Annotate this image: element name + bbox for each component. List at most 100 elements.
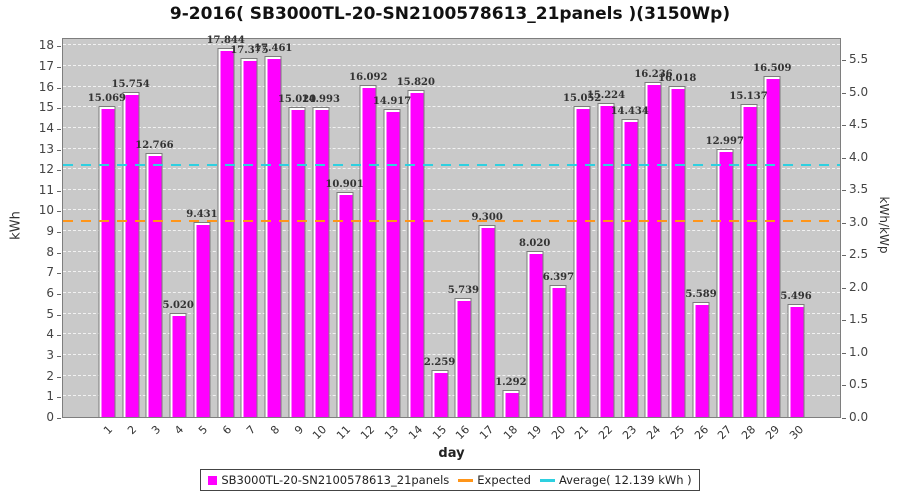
bar bbox=[98, 105, 116, 417]
x-tick-label: 18 bbox=[501, 423, 521, 443]
right-tick-mark bbox=[842, 157, 846, 159]
bar-slot: 15.137 bbox=[729, 39, 768, 417]
bar-slot: 9.431 bbox=[186, 39, 218, 417]
bar-value-label: 1.292 bbox=[495, 377, 527, 389]
left-tick-mark bbox=[57, 211, 61, 213]
bar bbox=[478, 224, 496, 417]
x-tick-label: 30 bbox=[787, 423, 807, 443]
left-tick-label: 6 bbox=[46, 286, 54, 301]
right-tick-label: 5.5 bbox=[849, 52, 869, 67]
grid-line bbox=[63, 64, 840, 66]
x-tick-label: 17 bbox=[477, 423, 497, 443]
left-tick-label: 14 bbox=[38, 120, 54, 135]
left-tick-mark bbox=[57, 232, 61, 234]
bar bbox=[549, 284, 567, 417]
grid-line bbox=[63, 292, 840, 294]
bar-slot: 15.052 bbox=[563, 39, 601, 417]
x-tick-label: 19 bbox=[524, 423, 545, 443]
x-tick-label: 28 bbox=[739, 423, 759, 443]
bar bbox=[193, 222, 211, 417]
right-axis-title: kWh/kWp bbox=[877, 196, 891, 254]
bar-slot: 15.754 bbox=[112, 39, 150, 417]
left-tick-mark bbox=[57, 66, 61, 68]
left-tick-mark bbox=[57, 128, 61, 130]
bar bbox=[240, 58, 258, 417]
grid-line bbox=[63, 126, 840, 128]
left-tick-mark bbox=[57, 87, 61, 89]
bar-slot: 5.739 bbox=[448, 39, 479, 417]
left-axis-title: kWh bbox=[8, 211, 24, 240]
chart-title: 9-2016( SB3000TL-20-SN2100578613_21panel… bbox=[169, 4, 731, 24]
right-tick-label: 3.5 bbox=[849, 182, 869, 197]
bar-slot: 14.993 bbox=[302, 39, 340, 417]
bar-value-label: 17.375 bbox=[230, 45, 269, 57]
bar bbox=[787, 303, 805, 417]
bar-slot: 5.020 bbox=[163, 39, 194, 417]
bar-slot: 1.292 bbox=[495, 39, 527, 417]
bar-slot: 2.259 bbox=[424, 39, 455, 417]
bar-value-label: 15.820 bbox=[396, 77, 435, 89]
x-tick-label: 27 bbox=[715, 423, 735, 443]
x-tick-label: 24 bbox=[644, 423, 664, 443]
bar-slot: 8.020 bbox=[519, 39, 550, 417]
x-axis-title: day bbox=[438, 446, 465, 461]
left-tick-label: 8 bbox=[46, 244, 54, 259]
legend-item-expected: Expected bbox=[458, 473, 531, 487]
left-tick-label: 13 bbox=[38, 141, 54, 156]
bar-slot: 12.997 bbox=[706, 39, 744, 417]
bar-value-label: 15.069 bbox=[87, 92, 127, 104]
grid-line bbox=[63, 147, 840, 149]
right-tick-label: 2.5 bbox=[849, 247, 869, 262]
left-tick-mark bbox=[57, 397, 61, 399]
bar-slot: 16.509 bbox=[753, 39, 791, 417]
series-swatch-icon bbox=[208, 475, 218, 485]
right-tick-mark bbox=[842, 320, 846, 322]
grid-line bbox=[63, 106, 840, 108]
x-tick-label: 16 bbox=[453, 423, 473, 443]
expected-line bbox=[63, 219, 840, 222]
grid-line bbox=[63, 209, 840, 211]
bar bbox=[502, 390, 520, 417]
x-tick-label: 20 bbox=[548, 423, 568, 443]
right-tick-mark bbox=[842, 287, 846, 289]
bar-value-label: 12.997 bbox=[705, 135, 744, 147]
bar bbox=[740, 104, 758, 417]
right-tick-mark bbox=[842, 352, 846, 354]
left-tick-mark bbox=[57, 356, 61, 358]
bar-slot: 5.496 bbox=[780, 39, 812, 417]
average-line bbox=[63, 164, 840, 167]
x-tick-label: 13 bbox=[381, 423, 402, 443]
bar bbox=[288, 106, 306, 417]
grid-line bbox=[63, 271, 840, 273]
bar-value-label: 16.018 bbox=[658, 73, 697, 85]
expected-dash-icon bbox=[458, 478, 474, 482]
left-tick-label: 16 bbox=[38, 79, 54, 94]
left-tick-mark bbox=[57, 273, 61, 275]
x-tick-label: 11 bbox=[334, 423, 354, 443]
left-tick-label: 2 bbox=[46, 368, 54, 383]
right-tick-label: 0.5 bbox=[849, 377, 869, 392]
left-tick-mark bbox=[57, 376, 61, 378]
x-tick-label: 8 bbox=[267, 423, 282, 438]
bar bbox=[122, 91, 140, 417]
bar bbox=[359, 84, 377, 417]
x-tick-label: 21 bbox=[572, 423, 592, 443]
left-tick-label: 5 bbox=[46, 306, 54, 321]
grid-line bbox=[63, 188, 840, 190]
legend: SB3000TL-20-SN2100578613_21panels Expect… bbox=[0, 469, 900, 491]
bar-value-label: 5.589 bbox=[685, 288, 717, 300]
left-tick-mark bbox=[57, 294, 61, 296]
bar bbox=[644, 81, 662, 417]
x-tick-label: 29 bbox=[763, 423, 783, 443]
grid-line bbox=[63, 250, 840, 252]
grid-line bbox=[63, 44, 840, 46]
bar-slot: 17.844 bbox=[207, 35, 245, 417]
left-tick-mark bbox=[57, 335, 61, 337]
left-tick-mark bbox=[57, 108, 61, 110]
legend-series-label: SB3000TL-20-SN2100578613_21panels bbox=[221, 473, 450, 487]
bar-value-label: 15.137 bbox=[729, 91, 768, 103]
bar-value-label: 5.020 bbox=[162, 300, 194, 312]
bar-value-label: 14.993 bbox=[301, 94, 340, 106]
x-tick-label: 2 bbox=[124, 423, 139, 438]
left-tick-label: 0 bbox=[46, 410, 54, 424]
